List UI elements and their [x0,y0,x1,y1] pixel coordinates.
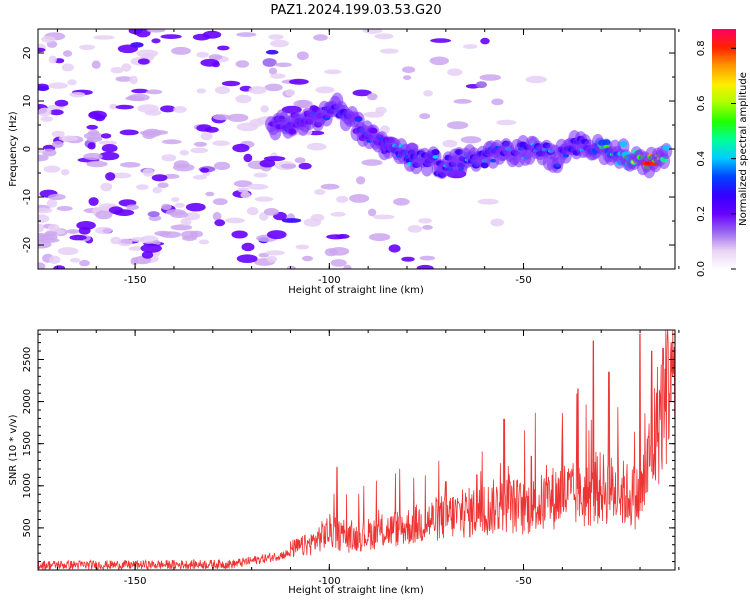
spectrogram-xlabel: Height of straight line (km) [288,285,424,296]
snr-xtick-label: -100 [318,576,341,587]
spectrogram-ytick-label: 0 [22,146,33,152]
spectrogram-ytick-label: -20 [22,237,33,253]
colorbar-gradient: 0.0 0.2 0.4 0.6 0.8 [696,29,736,277]
spectrogram-image [38,29,673,269]
snr-line-group [38,330,675,570]
colorbar-tick-label: 0.2 [696,206,707,222]
spectrogram-xtick-label: -50 [515,275,531,286]
snr-ytick-label: 1000 [22,473,33,498]
spectrogram-xtick-label: -100 [318,275,341,286]
snr-xtick-label: -50 [515,576,531,587]
snr-series-line [38,330,675,570]
colorbar-tick-label: 0.0 [696,261,707,277]
snr-ylabel: SNR (10 * v/v) [8,414,19,485]
colorbar: 0.0 0.2 0.4 0.6 0.8 Normalized spectral ampl… [696,29,749,277]
snr-xtick-label: -150 [124,576,147,587]
snr-plot-area [38,330,675,570]
snr-ytick-label: 2500 [22,347,33,372]
spectrogram-plot-area [38,29,673,269]
colorbar-tick-label: 0.4 [696,151,707,167]
colorbar-tick-label: 0.6 [696,96,707,112]
snr-frame [37,329,676,571]
snr-panel: -150 -100 -50 500 1000 1500 2000 2500 Height of… [8,329,680,596]
spectrogram-ytick-label: 10 [22,95,33,108]
snr-axes: -150 -100 -50 500 1000 1500 2000 2500 [22,329,680,587]
colorbar-tick-label: 0.8 [696,40,707,56]
spectrogram-ytick-label: 20 [22,47,33,60]
spectrogram-ylabel: Frequency (Hz) [8,111,19,187]
snr-ytick-label: 1500 [22,431,33,456]
spectrogram-ytick-label: -10 [22,189,33,205]
snr-ytick-label: 2000 [22,389,33,414]
snr-ytick-label: 500 [22,518,33,537]
colorbar-label: Normalized spectral amplitude [738,72,749,226]
snr-xlabel: Height of straight line (km) [288,585,424,596]
colorbar-fill [712,29,736,269]
spectrogram-xtick-label: -150 [124,275,147,286]
figure-title: PAZ1.2024.199.03.53.G20 [270,3,441,18]
